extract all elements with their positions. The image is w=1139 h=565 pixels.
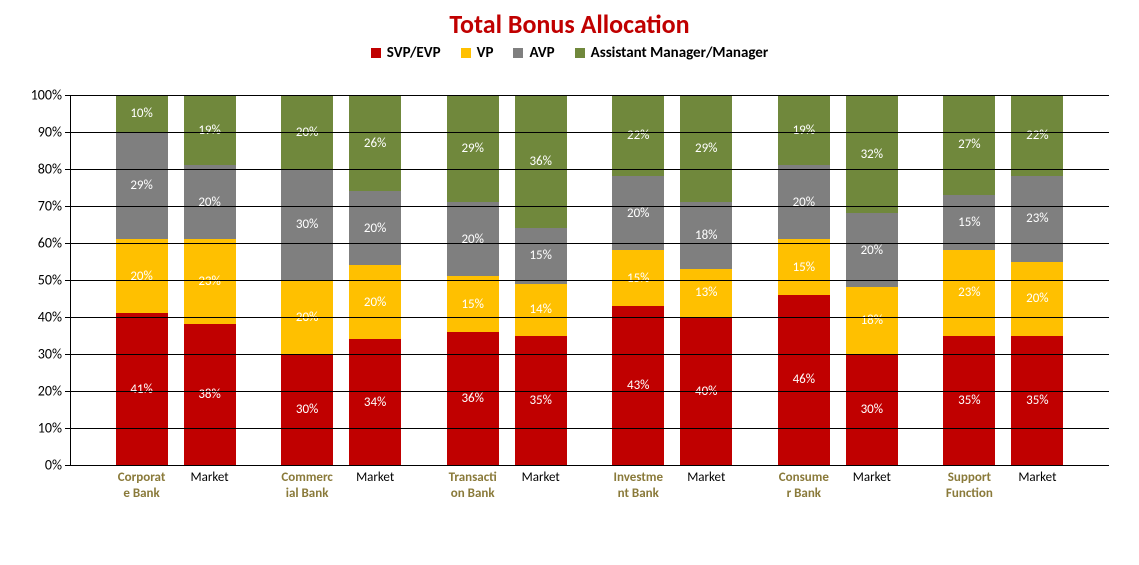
bar-segment: 20% [1011, 262, 1063, 336]
bar-segment: 18% [680, 202, 732, 269]
x-label-group: Consumer Bank Market [778, 470, 898, 501]
bar-segment: 15% [612, 250, 664, 306]
grid-line [70, 354, 1109, 355]
x-axis-label: Market [184, 470, 236, 501]
bar-segment: 20% [349, 191, 401, 265]
bar-segment: 29% [680, 95, 732, 202]
grid-line [70, 391, 1109, 392]
grid-line [70, 465, 1109, 466]
legend-label: AVP [529, 44, 554, 62]
bar-segment: 20% [778, 165, 830, 239]
bar-segment: 27% [943, 95, 995, 195]
chart-legend: SVP/EVP VP AVP Assistant Manager/Manager [0, 44, 1139, 71]
legend-item: Assistant Manager/Manager [575, 44, 769, 62]
grid-line [70, 169, 1109, 170]
y-tick-label: 20% [38, 383, 70, 400]
x-axis-label: Transaction Bank [447, 470, 499, 501]
bar-segment: 22% [1011, 95, 1063, 176]
y-tick-label: 40% [38, 309, 70, 326]
bar-segment: 15% [515, 228, 567, 284]
bonus-allocation-chart: Total Bonus Allocation SVP/EVP VP AVP Assis… [0, 0, 1139, 565]
bar-segment: 23% [943, 250, 995, 335]
bar-segment: 20% [846, 213, 898, 287]
grid-line [70, 280, 1109, 281]
bar-segment: 29% [116, 132, 168, 239]
legend-swatch [371, 48, 381, 58]
y-tick-label: 0% [45, 457, 70, 474]
x-axis-label: Market [349, 470, 401, 501]
plot-area: 41%20%29%10%38%23%20%19%30%20%30%20%34%2… [70, 95, 1109, 465]
bar-segment: 23% [1011, 176, 1063, 261]
bar-segment: 20% [349, 265, 401, 339]
legend-label: SVP/EVP [387, 44, 441, 62]
legend-swatch [575, 48, 585, 58]
bar-segment: 43% [612, 306, 664, 465]
x-axis-label: Commercial Bank [281, 470, 333, 501]
bar-segment: 19% [778, 95, 830, 165]
bar-segment: 41% [116, 313, 168, 465]
legend-item: SVP/EVP [371, 44, 441, 62]
x-axis-label: Consumer Bank [778, 470, 830, 501]
x-axis-labels: Corporate Bank Market Commercial Bank Marke… [70, 470, 1109, 501]
legend-label: Assistant Manager/Manager [591, 44, 769, 62]
bar-segment: 30% [281, 354, 333, 465]
x-label-group: Investment Bank Market [612, 470, 732, 501]
bar-segment: 19% [184, 95, 236, 165]
bar-segment: 20% [447, 202, 499, 276]
x-axis-label: Support Function [943, 470, 995, 501]
bar-segment: 46% [778, 295, 830, 465]
x-axis-label: Investment Bank [612, 470, 664, 501]
grid-line [70, 206, 1109, 207]
y-tick-label: 30% [38, 346, 70, 363]
grid-line [70, 243, 1109, 244]
legend-item: VP [461, 44, 494, 62]
x-label-group: Support Function Market [943, 470, 1063, 501]
x-axis-label: Corporate Bank [116, 470, 168, 501]
bar-segment: 32% [846, 95, 898, 213]
legend-swatch [461, 48, 471, 58]
bar-segment: 29% [447, 95, 499, 202]
grid-line [70, 428, 1109, 429]
bar-segment: 20% [184, 165, 236, 239]
bar-segment: 26% [349, 95, 401, 191]
bar-segment: 22% [612, 95, 664, 176]
x-axis-label: Market [1011, 470, 1063, 501]
legend-item: AVP [513, 44, 554, 62]
legend-label: VP [477, 44, 494, 62]
chart-title: Total Bonus Allocation [0, 0, 1139, 44]
grid-line [70, 132, 1109, 133]
bar-segment: 20% [612, 176, 664, 250]
bar-segment: 38% [184, 324, 236, 465]
x-label-group: Corporate Bank Market [116, 470, 236, 501]
x-label-group: Commercial Bank Market [281, 470, 401, 501]
bar-segment: 36% [515, 95, 567, 228]
y-tick-label: 10% [38, 420, 70, 437]
x-axis-label: Market [846, 470, 898, 501]
bar-segment: 30% [846, 354, 898, 465]
y-tick-label: 90% [38, 124, 70, 141]
bar-segment: 18% [846, 287, 898, 354]
y-tick-label: 70% [38, 198, 70, 215]
bar-segment: 13% [680, 269, 732, 317]
bar-segment: 34% [349, 339, 401, 465]
grid-line [70, 95, 1109, 96]
y-tick-label: 100% [31, 87, 70, 104]
x-label-group: Transaction Bank Market [447, 470, 567, 501]
bar-segment: 14% [515, 284, 567, 336]
y-tick-label: 60% [38, 235, 70, 252]
x-axis-label: Market [515, 470, 567, 501]
bar-segment: 15% [778, 239, 830, 295]
bar-segment: 30% [281, 169, 333, 280]
grid-line [70, 317, 1109, 318]
legend-swatch [513, 48, 523, 58]
bar-segment: 23% [184, 239, 236, 324]
y-tick-label: 80% [38, 161, 70, 178]
bar-segment: 20% [116, 239, 168, 313]
y-tick-label: 50% [38, 272, 70, 289]
x-axis-label: Market [680, 470, 732, 501]
bar-segment: 15% [447, 276, 499, 332]
bar-segment: 36% [447, 332, 499, 465]
bar-segment: 10% [116, 95, 168, 132]
